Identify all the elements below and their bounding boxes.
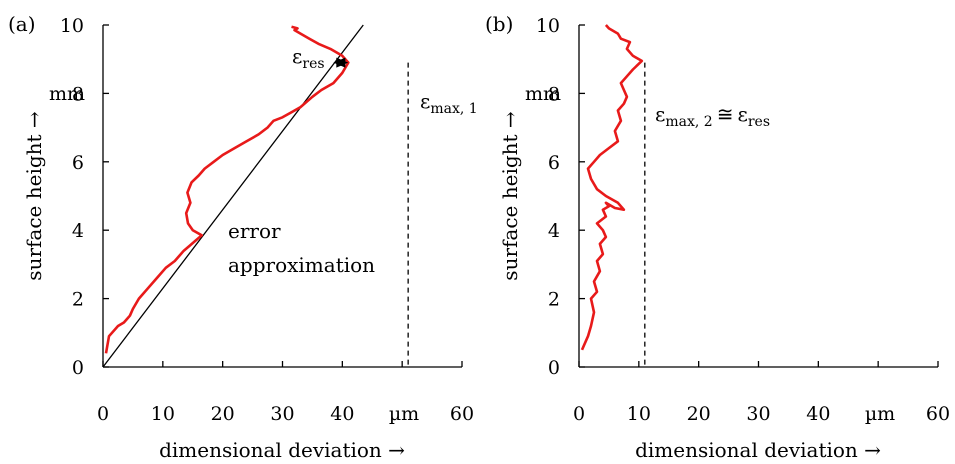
panel-b-y-tick-label: 0 xyxy=(548,357,560,379)
panel-a-y-tick-labels: 0 2 4 6 8 10 xyxy=(60,15,84,379)
panel-b-approx-equal: ≅ xyxy=(717,102,734,126)
panel-a-eps-max-label: εmax, 1 xyxy=(420,89,478,117)
panel-a-eps-res-base: ε xyxy=(292,44,302,68)
panel-b-y-tick-label: 2 xyxy=(548,289,560,311)
panel-b-y-tick-label: 10 xyxy=(536,15,560,37)
panel-a-y-tick-label: 4 xyxy=(72,220,84,242)
panel-a-y-tick-label: 2 xyxy=(72,289,84,311)
panel-b-eps-label: εmax, 2 ≅ εres xyxy=(655,102,770,130)
panel-a-profile-line xyxy=(104,25,350,354)
panel-b-x-tick-label: 60 xyxy=(926,403,950,425)
panel-a-y-tick-label: 0 xyxy=(72,357,84,379)
panel-b-label: (b) xyxy=(485,12,513,36)
panel-b-eps-res-base: ε xyxy=(737,102,747,126)
panel-a-eps-res-sub: res xyxy=(302,56,324,72)
panel-b-ticks xyxy=(578,24,939,368)
panel-a-x-tick-label: 60 xyxy=(450,403,474,425)
panel-b: (b) 0 2 4 6 8 10 0 10 20 30 40 60 µm mm dimensiona… xyxy=(485,12,950,462)
panel-b-x-tick-label: 10 xyxy=(627,403,651,425)
panel-b-y-axis-title: surface height → xyxy=(498,111,522,281)
panel-a-x-tick-label: 40 xyxy=(330,403,354,425)
panel-a-x-tick-label: 20 xyxy=(211,403,235,425)
panel-b-x-tick-labels: 0 10 20 30 40 60 xyxy=(573,403,950,425)
panel-b-x-tick-label: 40 xyxy=(806,403,830,425)
panel-b-eps-max-sub: max, 2 xyxy=(665,114,712,130)
panel-a-eps-max-base: ε xyxy=(420,89,430,113)
panel-b-x-tick-label: 30 xyxy=(746,403,770,425)
panel-a-eps-res-label: εres xyxy=(292,44,325,72)
panel-b-y-unit: mm xyxy=(525,83,561,105)
panel-a-y-tick-label: 6 xyxy=(72,152,84,174)
panel-a-error-label-line1: error xyxy=(228,219,281,243)
panel-a-x-tick-label: 0 xyxy=(97,403,109,425)
panel-a-x-tick-label: 10 xyxy=(151,403,175,425)
panel-a-label: (a) xyxy=(8,12,36,36)
panel-a-y-unit: mm xyxy=(49,83,85,105)
panel-b-x-unit: µm xyxy=(865,403,895,425)
panel-b-y-tick-label: 4 xyxy=(548,220,560,242)
panel-b-x-axis-title: dimensional deviation → xyxy=(635,438,881,462)
panel-b-eps-res-sub: res xyxy=(748,114,770,130)
panel-b-y-tick-label: 6 xyxy=(548,152,560,174)
panel-a-arrowhead-right-icon xyxy=(336,57,349,68)
panel-a-x-axis-title: dimensional deviation → xyxy=(159,438,405,462)
panel-a-error-label-line2: approximation xyxy=(228,253,375,277)
panel-a-ticks xyxy=(102,24,463,368)
panel-a-y-axis-title: surface height → xyxy=(22,111,46,281)
panel-b-eps-max-base: ε xyxy=(655,102,665,126)
panel-b-profile-line xyxy=(580,24,644,351)
panel-a-x-unit: µm xyxy=(389,403,419,425)
panel-a-y-tick-label: 10 xyxy=(60,15,84,37)
panel-a-eps-max-sub: max, 1 xyxy=(430,101,477,117)
panel-a-x-tick-label: 30 xyxy=(270,403,294,425)
panel-a-y-tick-label: 8 xyxy=(72,83,84,105)
panel-b-y-tick-label: 8 xyxy=(548,83,560,105)
panel-a: (a) 0 2 4 6 8 10 0 10 20 30 40 60 µm mm dimensiona… xyxy=(8,12,478,462)
panel-b-x-tick-label: 20 xyxy=(687,403,711,425)
panel-b-x-tick-label: 0 xyxy=(573,403,585,425)
panel-b-y-tick-labels: 0 2 4 6 8 10 xyxy=(536,15,560,379)
panel-a-approximation-line xyxy=(102,24,364,368)
panel-a-x-tick-labels: 0 10 20 30 40 60 xyxy=(97,403,474,425)
